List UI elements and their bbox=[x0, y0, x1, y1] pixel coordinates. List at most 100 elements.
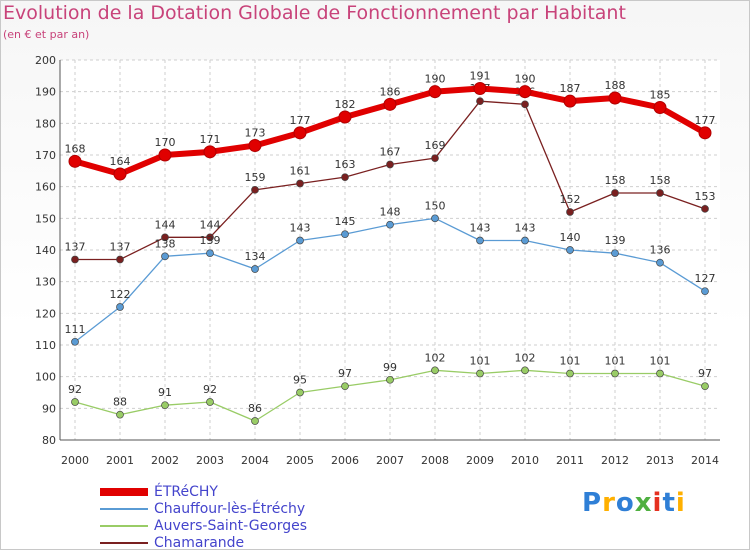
chart-subtitle: (en € et par an) bbox=[3, 28, 90, 41]
data-point bbox=[206, 398, 214, 406]
data-label: 92 bbox=[203, 383, 217, 396]
x-tick-label: 2001 bbox=[106, 454, 134, 467]
data-label: 111 bbox=[65, 323, 86, 336]
data-point bbox=[521, 100, 529, 109]
data-point bbox=[203, 145, 217, 159]
x-tick-label: 2009 bbox=[466, 454, 494, 467]
data-label: 145 bbox=[335, 215, 356, 228]
y-tick-label: 120 bbox=[35, 307, 56, 320]
data-label: 102 bbox=[515, 351, 536, 364]
data-point bbox=[701, 204, 709, 213]
data-point bbox=[611, 189, 619, 197]
y-tick-label: 140 bbox=[35, 244, 56, 257]
x-tick-label: 2003 bbox=[196, 454, 224, 467]
data-point bbox=[428, 85, 442, 99]
data-point bbox=[656, 189, 664, 197]
x-tick-label: 2011 bbox=[556, 454, 584, 467]
data-point bbox=[161, 252, 169, 261]
data-point bbox=[116, 303, 124, 311]
logo-letter: o bbox=[615, 488, 635, 518]
data-label: 177 bbox=[695, 114, 716, 127]
data-label: 152 bbox=[560, 193, 581, 206]
data-label: 97 bbox=[698, 367, 712, 380]
data-point bbox=[563, 94, 577, 108]
x-tick-label: 2014 bbox=[691, 454, 719, 467]
data-point bbox=[248, 139, 262, 152]
data-label: 101 bbox=[470, 355, 491, 368]
data-label: 159 bbox=[245, 171, 266, 184]
data-label: 148 bbox=[380, 206, 401, 219]
legend-label: Chamarande bbox=[154, 535, 245, 551]
logo-letter: P bbox=[582, 488, 603, 518]
data-label: 88 bbox=[113, 396, 127, 409]
y-tick-label: 110 bbox=[35, 339, 56, 352]
data-point bbox=[113, 167, 127, 181]
data-point bbox=[701, 382, 709, 391]
data-point bbox=[161, 233, 169, 242]
data-label: 101 bbox=[605, 355, 626, 368]
data-point bbox=[611, 249, 619, 258]
data-label: 182 bbox=[335, 98, 356, 111]
data-point bbox=[116, 410, 124, 419]
data-label: 136 bbox=[650, 244, 671, 257]
data-point bbox=[386, 160, 394, 169]
data-label: 99 bbox=[383, 361, 397, 374]
data-label: 150 bbox=[425, 199, 446, 212]
data-point bbox=[611, 369, 619, 378]
x-tick-label: 2008 bbox=[421, 454, 449, 467]
data-point bbox=[383, 97, 397, 111]
data-point bbox=[431, 154, 439, 163]
data-label: 187 bbox=[560, 82, 581, 95]
data-label: 95 bbox=[293, 374, 307, 387]
data-label: 122 bbox=[110, 288, 131, 301]
data-label: 185 bbox=[650, 89, 671, 102]
data-label: 137 bbox=[110, 241, 131, 254]
data-point bbox=[476, 369, 484, 378]
data-point bbox=[473, 82, 487, 95]
data-label: 168 bbox=[65, 142, 86, 155]
data-point bbox=[296, 236, 304, 245]
data-label: 143 bbox=[290, 222, 311, 235]
data-label: 190 bbox=[515, 73, 536, 86]
data-label: 158 bbox=[650, 174, 671, 187]
data-label: 138 bbox=[155, 237, 176, 250]
x-tick-label: 2012 bbox=[601, 454, 629, 467]
data-label: 86 bbox=[248, 402, 262, 415]
data-point bbox=[251, 417, 259, 425]
legend-swatch bbox=[100, 508, 148, 510]
data-point bbox=[653, 101, 667, 114]
data-point bbox=[656, 369, 664, 378]
data-label: 186 bbox=[380, 85, 401, 98]
data-point bbox=[386, 220, 394, 229]
data-label: 143 bbox=[470, 222, 491, 235]
data-label: 101 bbox=[650, 355, 671, 368]
data-point bbox=[341, 230, 349, 239]
data-label: 164 bbox=[110, 155, 131, 168]
y-tick-label: 160 bbox=[35, 181, 56, 194]
data-label: 191 bbox=[470, 70, 491, 83]
logo-letter: r bbox=[602, 488, 616, 518]
data-point bbox=[566, 369, 574, 378]
x-tick-label: 2004 bbox=[241, 454, 269, 467]
data-label: 158 bbox=[605, 174, 626, 187]
data-point bbox=[251, 265, 259, 273]
data-label: 101 bbox=[560, 355, 581, 368]
logo-letter: x bbox=[634, 488, 653, 518]
y-tick-label: 100 bbox=[35, 371, 56, 384]
data-point bbox=[206, 233, 214, 242]
legend-swatch bbox=[100, 488, 148, 496]
data-label: 144 bbox=[200, 218, 221, 231]
data-label: 139 bbox=[200, 234, 221, 247]
data-point bbox=[656, 258, 664, 267]
data-point bbox=[701, 287, 709, 296]
data-label: 153 bbox=[695, 190, 716, 203]
data-point bbox=[521, 236, 529, 245]
data-point bbox=[71, 398, 79, 406]
data-point bbox=[206, 249, 214, 258]
data-point bbox=[71, 255, 79, 264]
data-point bbox=[251, 185, 259, 194]
x-tick-label: 2013 bbox=[646, 454, 674, 467]
y-tick-label: 180 bbox=[35, 117, 56, 130]
logo-letter: t bbox=[662, 488, 676, 518]
